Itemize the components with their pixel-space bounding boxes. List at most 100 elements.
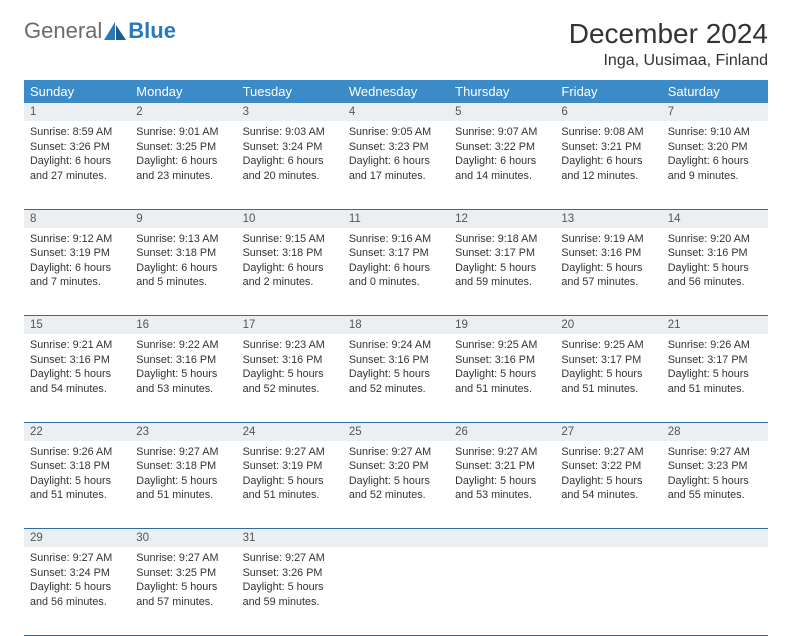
sunrise-line: Sunrise: 9:27 AM	[30, 551, 124, 566]
day-number: 21	[662, 316, 768, 335]
day-cell: Sunrise: 9:12 AMSunset: 3:19 PMDaylight:…	[24, 228, 130, 316]
day-number: 22	[24, 422, 130, 441]
daylight-line: Daylight: 5 hours and 54 minutes.	[30, 367, 124, 396]
sunrise-line: Sunrise: 9:27 AM	[243, 551, 337, 566]
sunrise-line: Sunrise: 8:59 AM	[30, 125, 124, 140]
daylight-line: Daylight: 5 hours and 54 minutes.	[561, 474, 655, 503]
sunset-line: Sunset: 3:23 PM	[349, 140, 443, 155]
day-number: 17	[237, 316, 343, 335]
day-number: 31	[237, 529, 343, 548]
day-cell: Sunrise: 9:15 AMSunset: 3:18 PMDaylight:…	[237, 228, 343, 316]
sunset-line: Sunset: 3:24 PM	[30, 566, 124, 581]
sunset-line: Sunset: 3:19 PM	[243, 459, 337, 474]
daylight-line: Daylight: 6 hours and 5 minutes.	[136, 261, 230, 290]
day-cell: Sunrise: 9:27 AMSunset: 3:22 PMDaylight:…	[555, 441, 661, 529]
sunrise-line: Sunrise: 9:26 AM	[30, 445, 124, 460]
sunrise-line: Sunrise: 9:16 AM	[349, 232, 443, 247]
day-number: 19	[449, 316, 555, 335]
day-cell: Sunrise: 9:24 AMSunset: 3:16 PMDaylight:…	[343, 334, 449, 422]
day-number: 8	[24, 209, 130, 228]
day-number: 25	[343, 422, 449, 441]
weekday-header: Thursday	[449, 80, 555, 103]
calendar-header-row: SundayMondayTuesdayWednesdayThursdayFrid…	[24, 80, 768, 103]
day-cell: Sunrise: 9:07 AMSunset: 3:22 PMDaylight:…	[449, 121, 555, 209]
daylight-line: Daylight: 5 hours and 51 minutes.	[136, 474, 230, 503]
sunrise-line: Sunrise: 9:01 AM	[136, 125, 230, 140]
sunset-line: Sunset: 3:22 PM	[455, 140, 549, 155]
sunset-line: Sunset: 3:16 PM	[561, 246, 655, 261]
daylight-line: Daylight: 5 hours and 59 minutes.	[455, 261, 549, 290]
sunrise-line: Sunrise: 9:27 AM	[668, 445, 762, 460]
day-cell	[343, 547, 449, 635]
weekday-header: Sunday	[24, 80, 130, 103]
daylight-line: Daylight: 6 hours and 20 minutes.	[243, 154, 337, 183]
day-cell: Sunrise: 9:08 AMSunset: 3:21 PMDaylight:…	[555, 121, 661, 209]
sunset-line: Sunset: 3:21 PM	[455, 459, 549, 474]
sunset-line: Sunset: 3:17 PM	[561, 353, 655, 368]
daylight-line: Daylight: 5 hours and 52 minutes.	[349, 367, 443, 396]
weekday-header: Friday	[555, 80, 661, 103]
sunset-line: Sunset: 3:16 PM	[668, 246, 762, 261]
sunset-line: Sunset: 3:24 PM	[243, 140, 337, 155]
sunset-line: Sunset: 3:26 PM	[30, 140, 124, 155]
daylight-line: Daylight: 5 hours and 59 minutes.	[243, 580, 337, 609]
day-number: 23	[130, 422, 236, 441]
daylight-line: Daylight: 6 hours and 27 minutes.	[30, 154, 124, 183]
day-cell: Sunrise: 9:23 AMSunset: 3:16 PMDaylight:…	[237, 334, 343, 422]
weekday-header: Saturday	[662, 80, 768, 103]
day-number: 12	[449, 209, 555, 228]
sunrise-line: Sunrise: 9:07 AM	[455, 125, 549, 140]
day-number: 10	[237, 209, 343, 228]
daylight-line: Daylight: 5 hours and 56 minutes.	[668, 261, 762, 290]
day-number	[449, 529, 555, 548]
daylight-line: Daylight: 6 hours and 17 minutes.	[349, 154, 443, 183]
sunset-line: Sunset: 3:17 PM	[455, 246, 549, 261]
daylight-line: Daylight: 6 hours and 0 minutes.	[349, 261, 443, 290]
day-cell: Sunrise: 9:10 AMSunset: 3:20 PMDaylight:…	[662, 121, 768, 209]
day-cell: Sunrise: 9:26 AMSunset: 3:18 PMDaylight:…	[24, 441, 130, 529]
sunset-line: Sunset: 3:20 PM	[668, 140, 762, 155]
day-cell: Sunrise: 9:13 AMSunset: 3:18 PMDaylight:…	[130, 228, 236, 316]
header: General Blue December 2024 Inga, Uusimaa…	[24, 18, 768, 70]
daylight-line: Daylight: 5 hours and 52 minutes.	[243, 367, 337, 396]
day-cell: Sunrise: 9:05 AMSunset: 3:23 PMDaylight:…	[343, 121, 449, 209]
day-number: 7	[662, 103, 768, 121]
day-cell: Sunrise: 9:27 AMSunset: 3:23 PMDaylight:…	[662, 441, 768, 529]
day-number: 3	[237, 103, 343, 121]
sunset-line: Sunset: 3:20 PM	[349, 459, 443, 474]
day-number: 24	[237, 422, 343, 441]
sunrise-line: Sunrise: 9:27 AM	[349, 445, 443, 460]
weekday-header: Tuesday	[237, 80, 343, 103]
daylight-line: Daylight: 6 hours and 2 minutes.	[243, 261, 337, 290]
day-cell: Sunrise: 9:25 AMSunset: 3:17 PMDaylight:…	[555, 334, 661, 422]
daylight-line: Daylight: 6 hours and 14 minutes.	[455, 154, 549, 183]
day-number: 27	[555, 422, 661, 441]
day-cell: Sunrise: 9:27 AMSunset: 3:19 PMDaylight:…	[237, 441, 343, 529]
daylight-line: Daylight: 5 hours and 57 minutes.	[136, 580, 230, 609]
day-number: 6	[555, 103, 661, 121]
day-number: 30	[130, 529, 236, 548]
day-number: 20	[555, 316, 661, 335]
day-cell	[555, 547, 661, 635]
day-cell: Sunrise: 9:03 AMSunset: 3:24 PMDaylight:…	[237, 121, 343, 209]
location: Inga, Uusimaa, Finland	[569, 52, 768, 70]
sunrise-line: Sunrise: 9:25 AM	[561, 338, 655, 353]
day-cell: Sunrise: 9:26 AMSunset: 3:17 PMDaylight:…	[662, 334, 768, 422]
day-cell: Sunrise: 9:27 AMSunset: 3:18 PMDaylight:…	[130, 441, 236, 529]
sunset-line: Sunset: 3:18 PM	[136, 459, 230, 474]
sunrise-line: Sunrise: 9:21 AM	[30, 338, 124, 353]
sunrise-line: Sunrise: 9:05 AM	[349, 125, 443, 140]
day-cell: Sunrise: 9:16 AMSunset: 3:17 PMDaylight:…	[343, 228, 449, 316]
daylight-line: Daylight: 6 hours and 9 minutes.	[668, 154, 762, 183]
day-cell: Sunrise: 9:27 AMSunset: 3:21 PMDaylight:…	[449, 441, 555, 529]
day-number: 13	[555, 209, 661, 228]
day-number: 5	[449, 103, 555, 121]
month-title: December 2024	[569, 18, 768, 50]
sunrise-line: Sunrise: 9:24 AM	[349, 338, 443, 353]
day-cell: Sunrise: 9:27 AMSunset: 3:26 PMDaylight:…	[237, 547, 343, 635]
sunrise-line: Sunrise: 9:27 AM	[136, 445, 230, 460]
sunrise-line: Sunrise: 9:20 AM	[668, 232, 762, 247]
day-cell: Sunrise: 9:01 AMSunset: 3:25 PMDaylight:…	[130, 121, 236, 209]
day-cell	[662, 547, 768, 635]
logo-text-blue: Blue	[128, 18, 176, 44]
